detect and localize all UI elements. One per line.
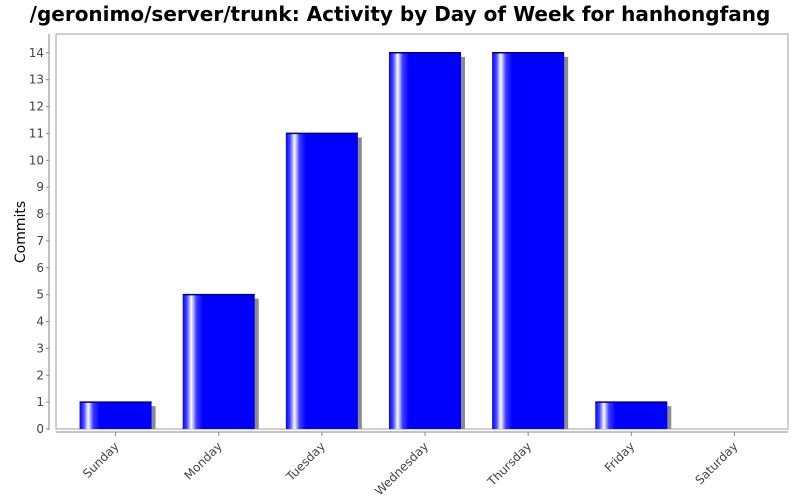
y-tick-label: 2 [36,368,44,382]
y-tick-label: 4 [36,315,44,329]
bar-tuesday [285,133,358,430]
x-tick-label: Sunday [80,439,122,481]
y-tick-label: 9 [36,180,44,194]
y-tick-label: 7 [36,234,44,248]
x-tick-label: Tuesday [283,439,328,484]
x-tick-label: Friday [602,439,638,475]
bars-layer [79,52,672,430]
y-tick-label: 14 [29,46,44,60]
y-tick-label: 11 [29,126,44,140]
bar-thursday [492,52,565,430]
y-tick-label: 5 [36,288,44,302]
y-tick-label: 13 [29,73,44,87]
x-tick-label: Monday [181,439,224,482]
chart-title: /geronimo/server/trunk: Activity by Day … [29,2,771,26]
y-tick-label: 10 [29,153,44,167]
y-tick-label: 8 [36,207,44,221]
x-tick-label: Wednesday [372,439,431,498]
y-tick-label: 0 [36,422,44,436]
x-tick-label: Saturday [692,439,740,487]
y-tick-label: 12 [29,100,44,114]
bar-monday [182,294,255,429]
bar-sunday [79,402,152,429]
y-tick-label: 1 [36,395,44,409]
x-axis: Sunday Monday Tuesday Wednesday Thursday Frid… [56,431,788,498]
y-tick-label: 3 [36,341,44,355]
y-axis-title: Commits [13,201,29,263]
y-tick-label: 6 [36,261,44,275]
bar-wednesday [389,52,461,430]
bar-friday [595,402,668,429]
x-tick-label: Thursday [484,439,534,489]
